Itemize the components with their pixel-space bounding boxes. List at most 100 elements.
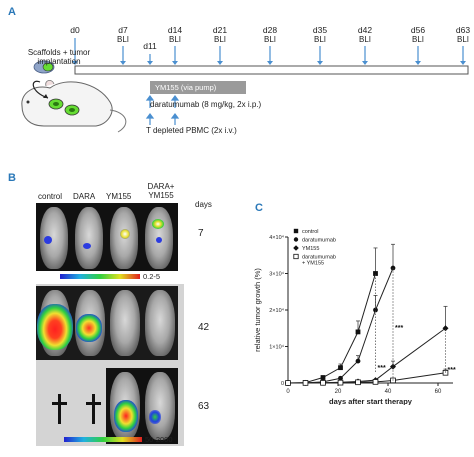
- timepoint-day: d42: [357, 25, 373, 35]
- col-dara-ym155: DARA+ YM155: [147, 182, 175, 200]
- y-tick-label: 4×10⁴: [269, 234, 284, 241]
- mouse-illustration: [21, 80, 127, 133]
- timepoint-bli: BLI: [168, 35, 181, 44]
- timeline-arrowhead-d11: [147, 61, 153, 65]
- point: [355, 358, 361, 364]
- series-line-3: [287, 372, 446, 384]
- legend-label: control: [302, 229, 319, 235]
- timeline-arrowhead-d7: [120, 61, 126, 65]
- scaffold-label-line1: Scaffolds + tumor: [27, 48, 91, 57]
- daratumumab-label: daratumumab (8 mg/kg, 2x i.p.): [150, 100, 262, 109]
- col-dara: DARA: [73, 192, 96, 201]
- legend-label: daratumumab: [302, 238, 336, 244]
- bli-block-late: [36, 284, 184, 446]
- timeline-arrowhead-d28: [267, 61, 273, 65]
- legend-label: + YM155: [302, 261, 324, 267]
- significance-marker: ***: [395, 325, 403, 332]
- cross-icon: [52, 394, 67, 424]
- timepoint-day: d11: [143, 41, 157, 51]
- row-day-42: 42: [198, 322, 210, 333]
- colorbar-1: [60, 274, 140, 279]
- col-control: control: [38, 192, 63, 201]
- x-tick-label: 0: [286, 389, 290, 395]
- y-tick-label: 1×10⁴: [269, 344, 284, 351]
- timeline-arrowhead-d35: [317, 61, 323, 65]
- y-tick-label: 0: [281, 381, 284, 387]
- legend-marker: [293, 237, 299, 242]
- point: [302, 380, 309, 386]
- timepoint-day: d35: [312, 25, 328, 35]
- timepoint-bli: BLI: [411, 35, 424, 44]
- timepoint-d28: d28 BLI: [255, 25, 285, 45]
- daratumumab-arrows: [145, 95, 180, 108]
- point: [373, 271, 378, 276]
- timepoint-d7: d7 BLI: [108, 26, 138, 45]
- timeline-bar: [74, 65, 469, 75]
- panel-a-letter: A: [8, 6, 16, 18]
- deceased-crosses: [52, 394, 101, 424]
- point: [390, 265, 396, 271]
- point: [355, 379, 361, 386]
- x-tick-label: 60: [435, 389, 442, 395]
- cross-icon: [86, 394, 101, 424]
- significance-marker: ***: [448, 367, 456, 374]
- scaffold-icon: [33, 60, 55, 74]
- x-tick-label: 20: [335, 389, 342, 395]
- legend-label: daratumumab: [302, 255, 336, 261]
- timepoint-day: d28: [262, 25, 278, 35]
- panel-b-letter: B: [8, 172, 16, 184]
- row-day-63: 63: [198, 401, 210, 412]
- timeline-graphics: [21, 38, 469, 133]
- timepoint-bli: BLI: [456, 35, 469, 44]
- timepoint-bli: BLI: [263, 35, 276, 44]
- timepoint-day: d0: [70, 25, 80, 35]
- timeline-arrowhead-d14: [172, 61, 178, 65]
- timepoint-d14: d14 BLI: [160, 25, 190, 45]
- point: [442, 325, 449, 332]
- bli-image-day42: [36, 286, 178, 360]
- point: [390, 363, 396, 370]
- timeline-arrowhead-d0: [72, 61, 78, 65]
- col-ym155: YM155: [106, 192, 132, 201]
- scaffold-tumor-label: Scaffolds + tumor implantation: [14, 48, 104, 66]
- pbmc-arrows: [145, 113, 180, 125]
- row-day-7: 7: [198, 228, 204, 239]
- treatment-timeline: d0 d7 BLI d11 d14 BLI d21 BLI d28 BLI d35 BLI d42 BLI…: [0, 0, 474, 170]
- timepoint-d11: d11: [135, 42, 165, 51]
- timepoint-d42: d42 BLI: [350, 25, 380, 45]
- legend-marker: [293, 245, 299, 251]
- point: [355, 329, 361, 335]
- scaffold-label-line2: implantation: [37, 57, 81, 66]
- legend-marker: [293, 228, 299, 234]
- series-line-0: [287, 273, 376, 384]
- timeline-arrowhead-d63: [460, 61, 466, 65]
- bli-image-day7: [36, 203, 178, 271]
- point: [337, 379, 344, 386]
- point: [338, 365, 343, 371]
- x-axis-label: days after start therapy: [329, 397, 413, 405]
- colorbar-2-label: 50-2000: [145, 435, 173, 444]
- panel-c-letter: C: [255, 202, 263, 214]
- timepoint-d0: d0: [60, 26, 90, 35]
- x-tick-label: 40: [385, 389, 392, 395]
- days-label: days: [195, 200, 212, 209]
- point: [373, 307, 378, 313]
- point: [338, 375, 343, 381]
- timepoint-bli: BLI: [213, 35, 226, 44]
- timeline-arrows: [72, 38, 466, 65]
- y-tick-label: 3×10⁴: [269, 271, 284, 278]
- significance-marker: ***: [378, 365, 386, 372]
- legend-marker: [293, 253, 299, 260]
- timepoint-bli: BLI: [313, 35, 326, 44]
- timepoint-bli: BLI: [358, 35, 371, 44]
- bli-image-day63: [36, 366, 178, 444]
- y-tick-label: 2×10⁴: [269, 307, 284, 314]
- colorbar-1-label: 0.2-5: [143, 272, 161, 281]
- ym155-pump-label: YM155 (via pump): [155, 83, 217, 92]
- timepoint-day: d14: [167, 25, 183, 35]
- timepoint-d63: d63 BLI: [448, 25, 474, 45]
- point: [320, 375, 326, 380]
- timepoint-d35: d35 BLI: [305, 25, 335, 45]
- timepoint-day: d63: [455, 25, 471, 35]
- pbmc-label: T depleted PBMC (2x i.v.): [146, 126, 237, 135]
